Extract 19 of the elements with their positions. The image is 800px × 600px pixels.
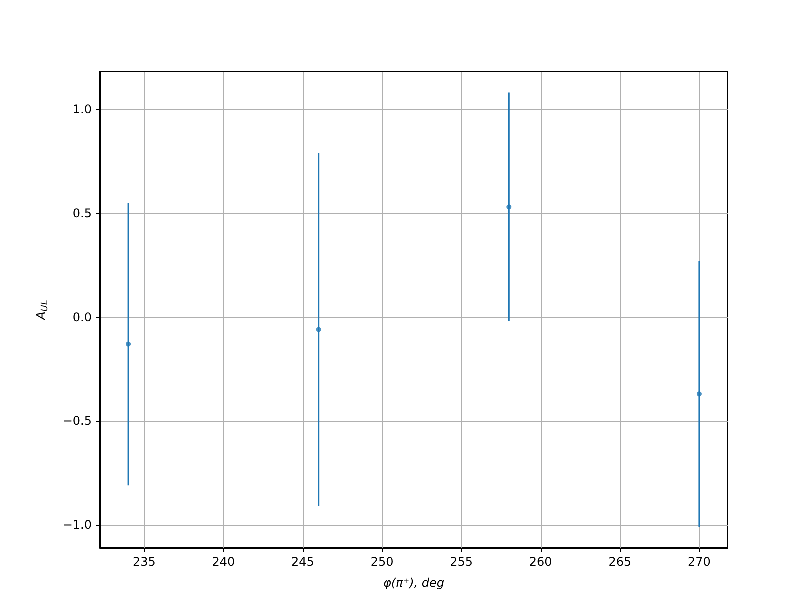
y-tick-label: −0.5 <box>62 414 92 428</box>
y-tick-label: −1.0 <box>62 518 92 532</box>
x-tick-label: 240 <box>212 555 236 569</box>
point <box>126 342 132 347</box>
x-tick-label: 245 <box>292 555 314 569</box>
x-tick-label: 260 <box>529 555 552 569</box>
x-tick-label: 265 <box>608 555 632 569</box>
y-tick-label: 0.5 <box>72 206 92 220</box>
y-axis-title: AUL <box>34 300 50 321</box>
x-axis-title: φ(π⁺), deg <box>383 576 445 590</box>
y-tick-label: 1.0 <box>72 102 92 116</box>
point <box>696 392 702 397</box>
x-tick-label: 255 <box>450 555 474 569</box>
point <box>506 204 512 210</box>
y-tick-label: 0.0 <box>72 310 92 324</box>
point <box>316 327 322 332</box>
x-tick-label: 235 <box>132 555 156 569</box>
x-tick-label: 270 <box>688 555 711 569</box>
x-tick-label: 250 <box>370 555 394 569</box>
